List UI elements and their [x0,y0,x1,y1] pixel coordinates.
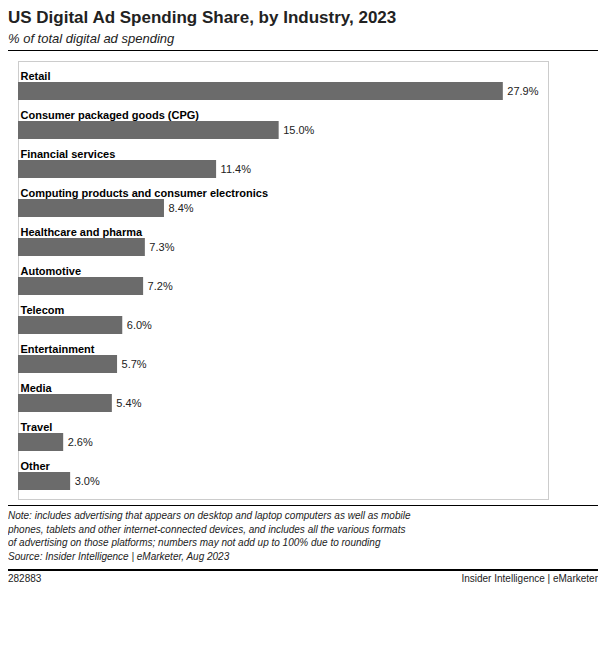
html-text:Note: includes advertising tha: Note: includes advertising that appears … [8,510,411,521]
html-text:Source: Insider Intelligence |: Source: Insider Intelligence | eMarketer… [8,550,230,562]
html-text:282883: 282883 [8,573,42,584]
svg-text:Travel: Travel [21,421,53,433]
svg-text:7.2%: 7.2% [148,280,173,292]
svg-text:Media: Media [21,382,53,394]
html-text:of advertising on those platfo: of advertising on those platforms; numbe… [8,537,381,548]
html-text:US Digital Ad Spending Share,: US Digital Ad Spending Share, by Industr… [8,8,397,27]
svg-text:Other: Other [21,460,51,472]
svg-text:3.0%: 3.0% [75,475,100,487]
svg-text:Computing products and consume: Computing products and consumer electron… [21,187,269,199]
svg-text:Healthcare and pharma: Healthcare and pharma [21,226,144,238]
svg-text:27.9%: 27.9% [507,85,538,97]
html-text:% of total digital ad spending: % of total digital ad spending [8,31,175,46]
svg-text:Consumer packaged goods (CPG): Consumer packaged goods (CPG) [21,109,200,121]
svg-text:15.0%: 15.0% [283,124,314,136]
svg-text:2.6%: 2.6% [68,436,93,448]
svg-text:5.4%: 5.4% [116,397,141,409]
svg-text:Automotive: Automotive [21,265,82,277]
svg-text:Entertainment: Entertainment [21,343,95,355]
svg-text:7.3%: 7.3% [149,241,174,253]
svg-text:Retail: Retail [21,70,51,82]
svg-text:6.0%: 6.0% [127,319,152,331]
svg-text:Telecom: Telecom [21,304,65,316]
svg-text:8.4%: 8.4% [168,202,193,214]
svg-text:11.4%: 11.4% [221,163,252,175]
svg-text:Financial services: Financial services [21,148,116,160]
html-text:phones, tablets and other inte: phones, tablets and other internet-conne… [8,523,406,535]
html-text:Insider Intelligence | eMarket: Insider Intelligence | eMarketer [461,573,598,584]
svg-text:5.7%: 5.7% [122,358,147,370]
